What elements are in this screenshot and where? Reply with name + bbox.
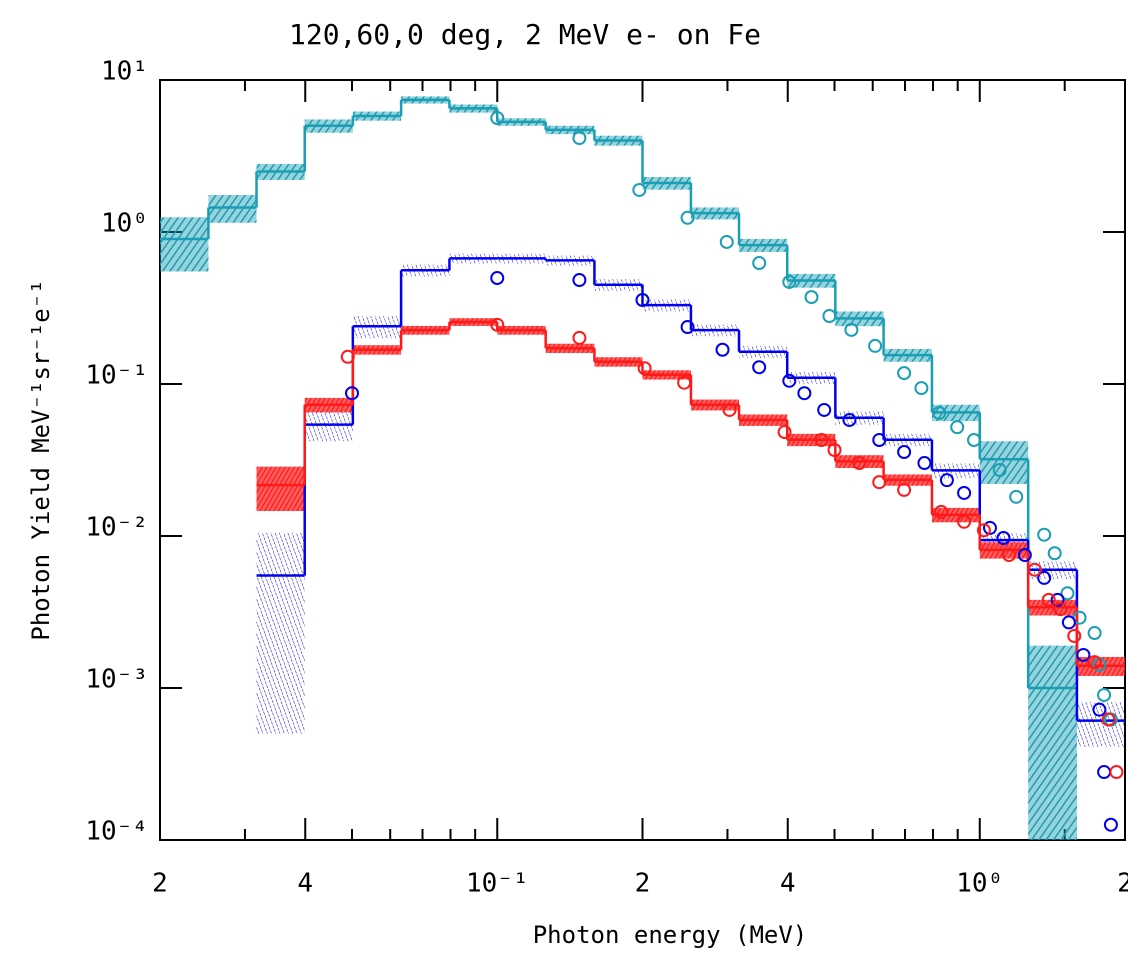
x-tick-label: 4 [780, 869, 796, 899]
data-point [822, 309, 837, 324]
data-point [1097, 687, 1112, 702]
data-point [1041, 592, 1056, 607]
data-point [1060, 586, 1075, 601]
data-point [917, 456, 932, 471]
x-tick-label: 10⁰ [956, 869, 1003, 899]
data-point [897, 366, 912, 381]
data-point [345, 386, 360, 401]
data-point [1047, 546, 1062, 561]
data-point [677, 375, 692, 390]
data-point [572, 273, 587, 288]
data-point [1050, 592, 1065, 607]
data-point [852, 456, 867, 471]
data-point [897, 482, 912, 497]
y-tick-label: 10⁻⁴ [85, 817, 148, 847]
error-band [160, 217, 209, 272]
data-point [872, 433, 887, 448]
data-point [976, 523, 991, 538]
data-point [1097, 765, 1112, 780]
data-point [1087, 655, 1102, 670]
data-point [957, 485, 972, 500]
data-point [982, 520, 997, 535]
data-point [844, 322, 859, 337]
data-point [1087, 626, 1102, 641]
data-point [950, 420, 965, 435]
data-point [932, 405, 947, 420]
x-tick-label: 2 [1117, 869, 1128, 899]
data-point [1103, 817, 1118, 832]
data-point [340, 349, 355, 364]
y-tick-label: 10⁻¹ [85, 361, 148, 391]
data-point [797, 386, 812, 401]
error-band [256, 532, 305, 734]
data-point [996, 531, 1011, 546]
data-point [719, 234, 734, 249]
error-band [208, 195, 257, 223]
data-point [842, 412, 857, 427]
data-point [872, 475, 887, 490]
y-tick-label: 10⁻² [85, 513, 148, 543]
data-point [572, 330, 587, 345]
y-tick-label: 10⁻³ [85, 665, 148, 695]
data-point [1101, 712, 1116, 727]
data-point [817, 402, 832, 417]
data-point [752, 256, 767, 271]
data-point [827, 442, 842, 457]
data-point [715, 342, 730, 357]
data-point [868, 338, 883, 353]
data-point [1092, 702, 1107, 717]
data-point [804, 290, 819, 305]
x-tick-label: 2 [635, 869, 651, 899]
data-point [992, 462, 1007, 477]
data-point [897, 444, 912, 459]
error-band [256, 466, 305, 512]
error-band [1028, 645, 1077, 840]
data-point [814, 433, 829, 448]
data-point [934, 504, 949, 519]
data-point [490, 111, 505, 126]
chart-title: 120,60,0 deg, 2 MeV e- on Fe [289, 18, 761, 51]
data-point [1076, 647, 1091, 662]
data-point [752, 360, 767, 375]
data-point [637, 361, 652, 376]
data-point [680, 320, 695, 335]
data-point [914, 381, 929, 396]
x-tick-label: 2 [152, 869, 168, 899]
data-point [722, 402, 737, 417]
data-point [572, 131, 587, 146]
data-point [1053, 602, 1068, 617]
data-point [1027, 562, 1042, 577]
data-point [782, 373, 797, 388]
y-tick-label: 10¹ [101, 57, 148, 87]
data-point [1067, 628, 1082, 643]
data-point [777, 425, 792, 440]
data-point [680, 210, 695, 225]
data-point [1037, 527, 1052, 542]
data-point [967, 433, 982, 448]
error-band [304, 411, 353, 442]
data-point [632, 182, 647, 197]
error-band [1076, 701, 1125, 747]
data-point [490, 317, 505, 332]
data-point [1037, 570, 1052, 585]
x-tick-label: 10⁻¹ [466, 869, 529, 899]
data-point [1109, 765, 1124, 780]
data-point [635, 292, 650, 307]
error-band [979, 441, 1029, 484]
data-point [1002, 547, 1017, 562]
data-point [782, 274, 797, 289]
data-point [939, 473, 954, 488]
data-point [957, 514, 972, 529]
data-point [1017, 547, 1032, 562]
data-point [1009, 489, 1024, 504]
x-tick-label: 4 [297, 869, 313, 899]
y-axis-label: Photon Yield MeV⁻¹sr⁻¹e⁻¹ [27, 279, 55, 640]
data-point [1061, 615, 1076, 630]
y-tick-label: 10⁰ [101, 209, 148, 239]
x-axis-label: Photon energy (MeV) [533, 921, 808, 949]
data-point [490, 271, 505, 286]
